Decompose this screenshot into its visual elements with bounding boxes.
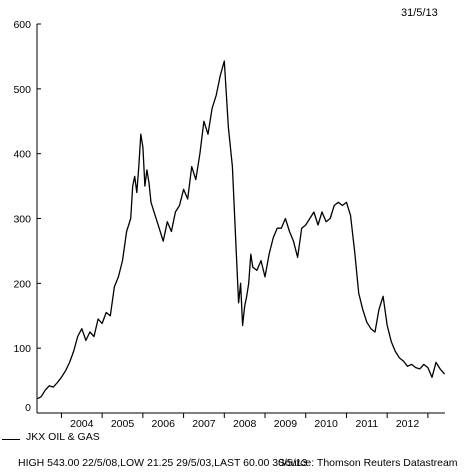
- y-axis: 0 100 200 300 400 500 600: [13, 19, 41, 414]
- legend-label: JKX OIL & GAS: [26, 431, 100, 443]
- x-tick-label: 2009: [274, 418, 298, 430]
- series-line-jkx-oil-gas: [37, 60, 446, 400]
- y-tick-label: 600: [13, 19, 31, 31]
- y-tick-label: 400: [13, 149, 31, 161]
- price-stats: HIGH 543.00 22/5/08,LOW 21.25 29/5/03,LA…: [18, 457, 308, 469]
- x-tick-group: 2004 2005 2006 2007 2008 2009 2010 2011 2012: [60, 413, 429, 430]
- legend-line-swatch: [2, 439, 20, 440]
- x-tick-label: 2005: [111, 418, 135, 430]
- x-tick-label: 2004: [70, 418, 94, 430]
- y-tick-label: 0: [25, 402, 31, 414]
- x-tick-label: 2008: [233, 418, 257, 430]
- x-tick-label: 2007: [192, 418, 216, 430]
- x-tick-label: 2012: [396, 418, 420, 430]
- y-tick-label: 100: [13, 343, 31, 355]
- y-tick-label: 300: [13, 214, 31, 226]
- x-tick-label: 2011: [356, 418, 379, 430]
- y-tick-group: 0 100 200 300 400 500 600: [13, 19, 41, 414]
- source-note: Source: Thomson Reuters Datastream: [278, 457, 458, 469]
- x-axis: 2004 2005 2006 2007 2008 2009 2010 2011 2012: [37, 412, 445, 430]
- x-tick-label: 2006: [152, 418, 176, 430]
- y-tick-label: 200: [13, 278, 31, 290]
- y-tick-label: 500: [13, 84, 31, 96]
- x-tick-label: 2010: [314, 418, 338, 430]
- date-stamp: 31/5/13: [401, 7, 438, 19]
